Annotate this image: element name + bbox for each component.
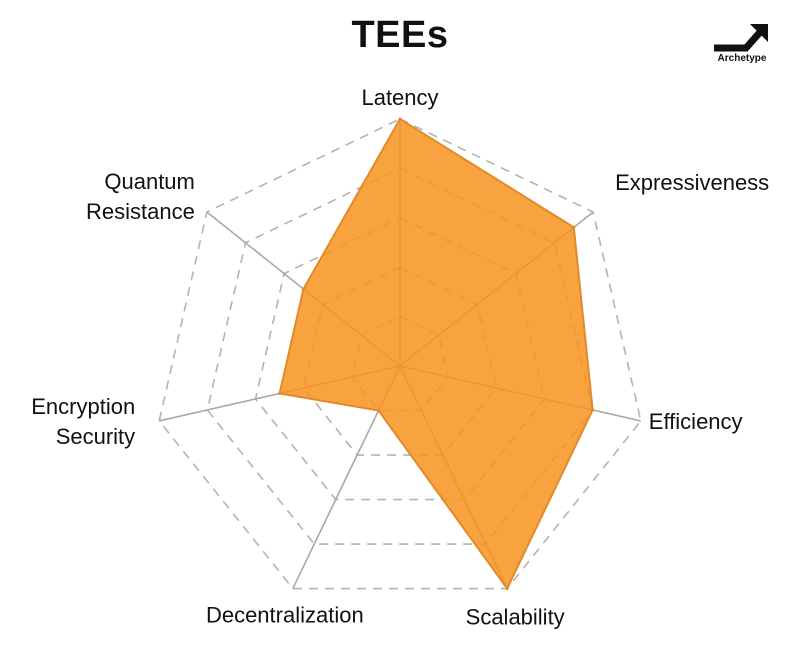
axis-label: Latency — [361, 85, 438, 110]
chart-title: TEEs — [351, 14, 449, 56]
data-point — [572, 225, 576, 229]
data-point — [505, 587, 509, 591]
logo-text: Archetype — [717, 53, 767, 64]
axis-label: Quantum Resistance — [86, 169, 195, 224]
grid-ring — [158, 118, 642, 590]
axis-label: Encryption Security — [31, 394, 135, 449]
data-point — [591, 408, 595, 412]
data-point — [377, 409, 381, 413]
axis-label: Scalability — [466, 604, 565, 629]
axis-label: Efficiency — [649, 409, 743, 434]
data-point — [398, 117, 402, 121]
axis-label: Expressiveness — [615, 170, 769, 195]
data-point — [278, 391, 282, 395]
axis-label: Decentralization — [206, 602, 364, 627]
radar-series — [278, 117, 595, 591]
arrow-logo-icon — [714, 24, 768, 52]
axis-labels: Latency Expressiveness Efficiency Scalabili… — [31, 85, 769, 630]
data-point — [301, 287, 305, 291]
series-area — [278, 117, 594, 591]
archetype-logo: Archetype — [712, 20, 772, 68]
